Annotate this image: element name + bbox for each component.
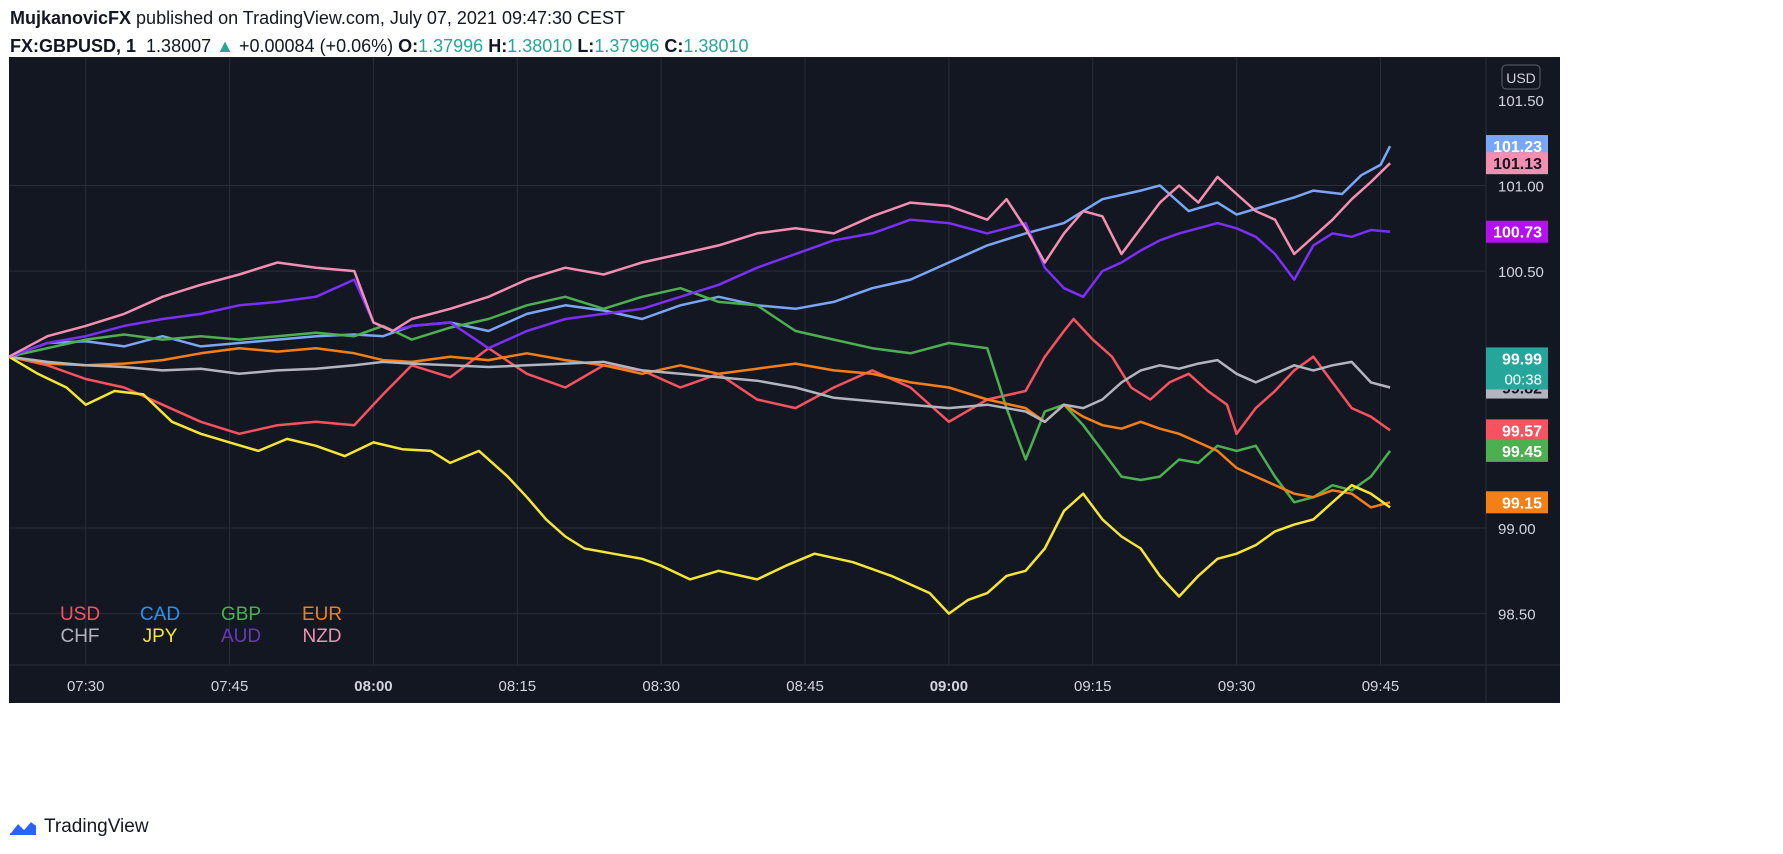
price-label-gbp: 99.45 bbox=[1502, 444, 1542, 461]
publish-line: MujkanovicFX published on TradingView.co… bbox=[10, 6, 1770, 30]
current-price-label: 99.99 bbox=[1502, 351, 1542, 368]
y-tick-label: 100.50 bbox=[1498, 264, 1544, 281]
x-tick-label: 07:30 bbox=[67, 678, 105, 695]
series-line-nzd[interactable] bbox=[8, 162, 1391, 358]
x-tick-label: 09:00 bbox=[930, 678, 968, 695]
legend-item-cad[interactable]: CAD bbox=[140, 604, 180, 625]
currency-label: USD bbox=[1506, 70, 1536, 86]
legend-item-jpy[interactable]: JPY bbox=[143, 626, 178, 647]
series-line-cad[interactable] bbox=[8, 145, 1392, 358]
x-tick-label: 08:45 bbox=[786, 678, 824, 695]
y-tick-label: 101.50 bbox=[1498, 93, 1544, 110]
countdown-label: 00:38 bbox=[1504, 371, 1542, 388]
x-tick-label: 07:45 bbox=[211, 678, 249, 695]
close-label: C: bbox=[664, 36, 684, 56]
current-price-bg bbox=[1486, 347, 1548, 390]
low-label: L: bbox=[577, 36, 595, 56]
currency-box[interactable] bbox=[1501, 64, 1541, 90]
x-tick-label: 09:30 bbox=[1218, 678, 1256, 695]
legend-item-chf[interactable]: CHF bbox=[60, 626, 99, 647]
y-tick-label: 98.50 bbox=[1498, 607, 1536, 624]
price-label-bg-nzd bbox=[1486, 152, 1548, 175]
series-line-gbp[interactable] bbox=[8, 286, 1392, 504]
footer: TradingView bbox=[8, 814, 149, 840]
legend-item-eur[interactable]: EUR bbox=[302, 604, 342, 625]
price-label-bg-eur bbox=[1486, 491, 1548, 514]
footer-brand[interactable]: TradingView bbox=[44, 816, 149, 837]
series-line-aud[interactable] bbox=[8, 218, 1391, 358]
series-line-jpy[interactable] bbox=[8, 355, 1391, 615]
x-tick-label: 08:15 bbox=[499, 678, 537, 695]
high-value: 1.38010 bbox=[507, 36, 573, 56]
y-tick-label: 101.00 bbox=[1498, 178, 1544, 195]
published-text: published on TradingView.com, July 07, 2… bbox=[136, 8, 626, 28]
symbol-line: FX:GBPUSD, 1 1.38007 ▲ +0.00084 (+0.06%)… bbox=[10, 34, 1770, 58]
price-label-bg-gbp bbox=[1486, 439, 1548, 462]
close-value: 1.38010 bbox=[683, 36, 749, 56]
legend-item-nzd[interactable]: NZD bbox=[302, 626, 341, 647]
price-label-cad: 101.23 bbox=[1493, 139, 1542, 156]
price-change: +0.00084 (+0.06%) bbox=[238, 36, 394, 56]
price-label-bg-cad bbox=[1486, 135, 1548, 158]
high-label: H: bbox=[488, 36, 508, 56]
x-tick-label: 08:00 bbox=[354, 678, 392, 695]
up-arrow-icon: ▲ bbox=[216, 36, 234, 56]
symbol-label: FX:GBPUSD, 1 bbox=[10, 36, 137, 56]
chart-header: MujkanovicFX published on TradingView.co… bbox=[10, 6, 1770, 58]
price-label-eur: 99.15 bbox=[1502, 495, 1542, 512]
chart-background bbox=[9, 57, 1560, 703]
price-label-usd: 99.57 bbox=[1502, 423, 1542, 440]
x-tick-label: 09:45 bbox=[1362, 678, 1400, 695]
price-label-aud: 100.73 bbox=[1493, 225, 1542, 242]
tradingview-logo-icon[interactable] bbox=[8, 817, 38, 837]
x-tick-label: 09:15 bbox=[1074, 678, 1112, 695]
open-label: O: bbox=[398, 36, 419, 56]
last-price: 1.38007 bbox=[146, 36, 212, 56]
price-label-bg-aud bbox=[1486, 220, 1548, 243]
legend-item-usd[interactable]: USD bbox=[60, 604, 100, 625]
y-tick-label: 99.00 bbox=[1498, 521, 1536, 538]
open-value: 1.37996 bbox=[418, 36, 484, 56]
legend-item-aud[interactable]: AUD bbox=[221, 626, 261, 647]
low-value: 1.37996 bbox=[594, 36, 660, 56]
price-label-nzd: 101.13 bbox=[1493, 156, 1542, 173]
x-tick-label: 08:30 bbox=[642, 678, 680, 695]
author-name[interactable]: MujkanovicFX bbox=[10, 8, 132, 28]
series-line-eur[interactable] bbox=[8, 346, 1391, 509]
price-label-bg-usd bbox=[1486, 419, 1548, 442]
legend-item-gbp[interactable]: GBP bbox=[221, 604, 261, 625]
series-line-chf[interactable] bbox=[8, 355, 1391, 424]
